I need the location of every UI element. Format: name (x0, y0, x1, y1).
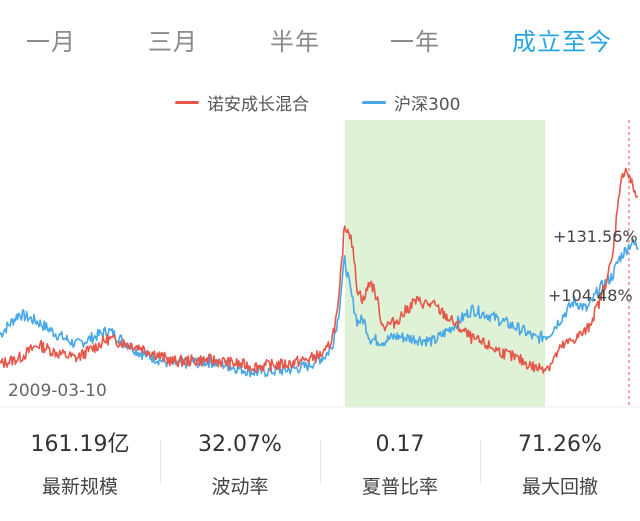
stat-sharpe: 0.17 夏普比率 (320, 430, 480, 499)
stat-sharpe-value: 0.17 (375, 432, 425, 457)
performance-chart[interactable]: 2009-03-10 +131.56% +104.48% (0, 120, 640, 410)
stat-scale-label: 最新规模 (41, 476, 118, 498)
legend-label-index: 沪深300 (394, 95, 461, 115)
legend-swatch-fund (175, 101, 199, 104)
start-date-label: 2009-03-10 (8, 381, 107, 401)
tab-since-inception[interactable]: 成立至今 (512, 28, 612, 56)
legend-label-fund: 诺安成长混合 (207, 95, 309, 115)
legend-item-index: 沪深300 (362, 90, 460, 115)
chart-legend: 诺安成长混合 沪深300 (0, 90, 640, 115)
series-line-fund (0, 167, 639, 374)
period-tabs: 一月 三月 半年 一年 成立至今 (0, 0, 640, 80)
stat-divider (480, 440, 481, 484)
stat-scale: 161.19亿 最新规模 (0, 430, 160, 499)
stat-max-drawdown-value: 71.26% (518, 432, 602, 457)
stat-divider (320, 440, 321, 484)
stat-max-drawdown: 71.26% 最大回撤 (480, 430, 640, 499)
stat-volatility-label: 波动率 (211, 476, 269, 498)
stat-volatility: 32.07% 波动率 (160, 430, 320, 499)
stat-volatility-value: 32.07% (198, 432, 282, 457)
stat-divider (160, 440, 161, 484)
max-drawdown-area (345, 120, 545, 407)
fund-return-annotation: +131.56% (553, 227, 638, 246)
tab-three-months[interactable]: 三月 (148, 28, 198, 56)
tab-half-year[interactable]: 半年 (270, 28, 320, 56)
stat-sharpe-label: 夏普比率 (361, 476, 438, 498)
index-return-annotation: +104.48% (548, 286, 633, 305)
tab-one-year[interactable]: 一年 (390, 28, 440, 56)
stats-row: 161.19亿 最新规模 32.07% 波动率 0.17 夏普比率 71.26%… (0, 420, 640, 521)
stat-scale-value: 161.19亿 (30, 432, 130, 457)
stat-max-drawdown-label: 最大回撤 (521, 476, 598, 498)
tab-one-month[interactable]: 一月 (26, 28, 76, 56)
legend-item-fund: 诺安成长混合 (175, 90, 309, 115)
legend-swatch-index (362, 101, 386, 104)
